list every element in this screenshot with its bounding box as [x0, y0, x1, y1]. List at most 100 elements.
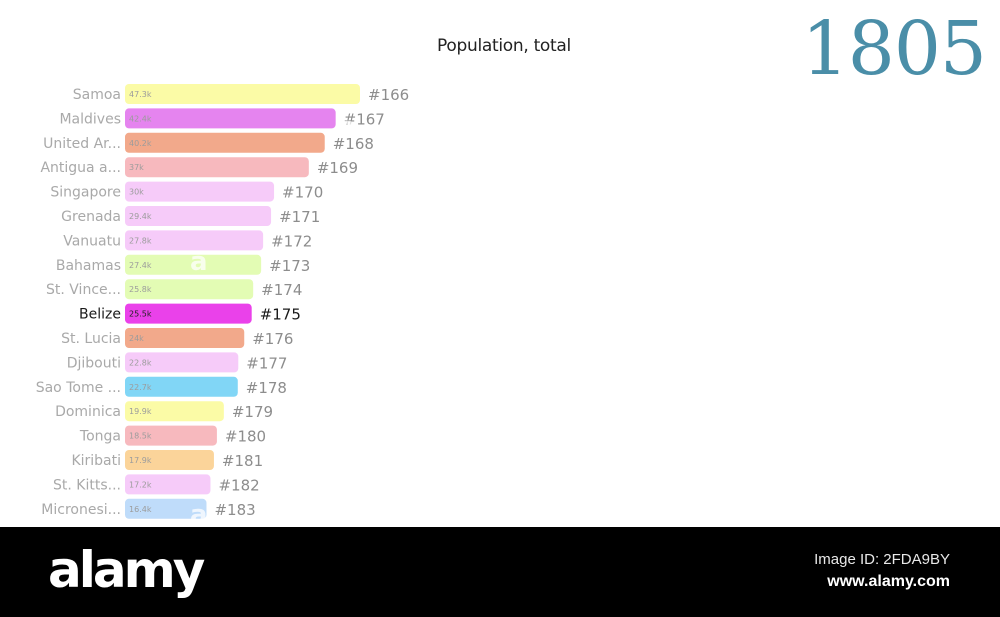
bar [125, 254, 262, 275]
value-label: 24k [129, 334, 144, 343]
category-label: Tonga [79, 429, 121, 445]
value-label: 19.9k [129, 407, 152, 416]
bar-row: Vanuatu 27.8k #172 [63, 230, 312, 251]
value-label: 17.9k [129, 456, 152, 465]
category-label: United Ar... [43, 136, 121, 152]
chart-title: Population, total [437, 36, 571, 56]
bar [125, 376, 238, 397]
watermark-glyph: a [190, 500, 208, 527]
rank-label: #178 [246, 379, 287, 397]
value-label: 47.3k [129, 90, 152, 99]
bar-row: Maldives 42.4k #167 [59, 108, 385, 129]
bar [125, 157, 309, 178]
rank-label: #175 [260, 306, 301, 324]
category-label: St. Kitts... [53, 477, 121, 493]
rank-label: #171 [279, 208, 320, 226]
bar [125, 279, 254, 300]
bar-row: Samoa 47.3k #166 [73, 84, 409, 104]
category-label: Vanuatu [63, 233, 121, 249]
bar [125, 84, 360, 104]
value-label: 22.7k [129, 383, 152, 392]
rank-label: #174 [261, 281, 302, 299]
rank-label: #176 [252, 330, 293, 348]
bar [125, 352, 239, 373]
bar-row: United Ar... 40.2k #168 [43, 132, 374, 153]
bar [125, 401, 224, 422]
bar [125, 474, 211, 495]
rank-label: #170 [282, 184, 323, 202]
category-label: Micronesi... [41, 502, 121, 518]
bar [125, 230, 264, 251]
chart-area: Population, total 1805 Samoa 47.3k #166 Mal… [35, 6, 988, 527]
bar-row: Belize 25.5k #175 [79, 303, 301, 324]
rank-label: #183 [214, 501, 255, 519]
bar [125, 132, 325, 153]
bar [125, 450, 214, 470]
category-label: Grenada [61, 209, 121, 225]
rank-label: #181 [222, 452, 263, 470]
value-label: 22.8k [129, 358, 152, 367]
bar-row: Grenada 29.4k #171 [61, 206, 320, 226]
value-label: 40.2k [129, 139, 152, 148]
bar-row: Antigua a... 37k #169 [40, 157, 358, 178]
bar-row: Kiribati 17.9k #181 [71, 450, 263, 470]
alamy-logo: alamy [48, 541, 205, 599]
value-label: 25.5k [129, 310, 152, 319]
category-label: Djibouti [67, 355, 121, 371]
rank-label: #172 [271, 232, 312, 250]
value-label: 27.8k [129, 236, 152, 245]
value-label: 29.4k [129, 212, 152, 221]
category-label: Belize [79, 307, 121, 323]
bar-row: Djibouti 22.8k #177 [67, 352, 287, 373]
rank-label: #177 [246, 354, 287, 372]
watermark-footer: alamy Image ID: 2FDA9BY www.alamy.com [0, 527, 1000, 617]
value-label: 27.4k [129, 261, 152, 270]
category-label: Sao Tome ... [36, 380, 121, 396]
category-label: St. Vince... [46, 282, 121, 298]
bar [125, 303, 252, 324]
value-label: 42.4k [129, 114, 152, 123]
watermark-glyph: a [339, 112, 357, 142]
watermark-glyph: a [190, 247, 208, 277]
rank-label: #167 [344, 110, 385, 128]
bar-row: St. Vince... 25.8k #174 [46, 279, 302, 300]
category-label: Antigua a... [40, 160, 121, 176]
bar [125, 108, 336, 129]
bar-row: Tonga 18.5k #180 [79, 425, 266, 446]
category-label: Maldives [59, 111, 121, 127]
rank-label: #169 [317, 159, 358, 177]
rank-label: #168 [333, 135, 374, 153]
value-label: 16.4k [129, 505, 152, 514]
bar-row: Micronesi... 16.4k #183 [41, 498, 256, 519]
bar [125, 498, 207, 519]
category-label: St. Lucia [61, 331, 121, 347]
category-label: Kiribati [71, 453, 121, 469]
bar-row: Bahamas 27.4k #173 [56, 254, 310, 275]
image-id-label: Image ID: 2FDA9BY [814, 551, 950, 568]
bar-chart: Samoa 47.3k #166 Maldives 42.4k #167 United Ar… [36, 84, 409, 519]
category-label: Bahamas [56, 258, 121, 274]
bar-row: Singapore 30k #170 [50, 181, 323, 202]
bar [125, 425, 217, 446]
year-label: 1805 [801, 6, 987, 92]
bar [125, 206, 272, 226]
category-label: Samoa [73, 87, 121, 103]
site-url: www.alamy.com [827, 573, 950, 590]
value-label: 18.5k [129, 432, 152, 441]
value-label: 25.8k [129, 285, 152, 294]
category-label: Dominica [55, 404, 121, 420]
rank-label: #173 [269, 257, 310, 275]
bar-row: Dominica 19.9k #179 [55, 401, 273, 422]
category-label: Singapore [50, 185, 121, 201]
rank-label: #180 [225, 428, 266, 446]
bar-row: St. Kitts... 17.2k #182 [53, 474, 260, 495]
value-label: 17.2k [129, 480, 152, 489]
value-label: 37k [129, 163, 144, 172]
bar [125, 181, 275, 202]
rank-label: #179 [232, 403, 273, 421]
bar-row: St. Lucia 24k #176 [61, 328, 293, 348]
rank-label: #182 [218, 476, 259, 494]
value-label: 30k [129, 188, 144, 197]
bar [125, 328, 245, 348]
bar-row: Sao Tome ... 22.7k #178 [36, 376, 287, 397]
